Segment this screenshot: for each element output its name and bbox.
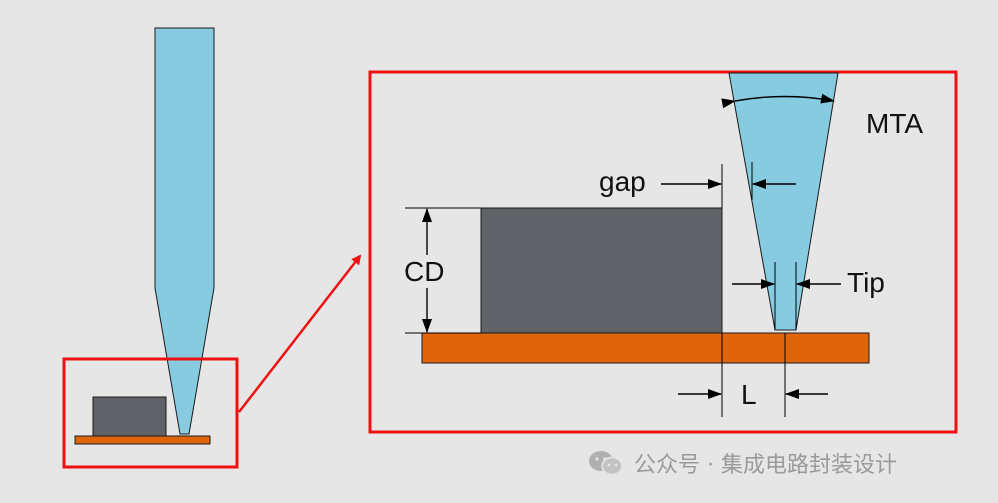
zoom-region-box <box>62 357 239 469</box>
substrate-overview <box>74 435 211 445</box>
die-block-detail <box>480 207 723 334</box>
die-block-overview <box>92 396 167 438</box>
probe-tip-detail <box>728 72 839 331</box>
gap-label: gap <box>599 166 646 197</box>
watermark: 公众号 · 集成电路封装设计 <box>586 448 897 478</box>
mta-label: MTA <box>866 108 924 139</box>
tip-label: Tip <box>847 267 885 298</box>
watermark-text: 公众号 · 集成电路封装设计 <box>634 453 897 478</box>
taper-angle-arc <box>721 93 835 109</box>
zoom-pointer-arrow <box>238 254 362 413</box>
wechat-icon <box>589 451 623 476</box>
l-label: L <box>741 379 757 410</box>
detail-frame <box>368 70 958 434</box>
cd-label: CD <box>404 256 445 287</box>
probe-tip-overview <box>154 27 215 435</box>
substrate-detail <box>421 332 870 364</box>
